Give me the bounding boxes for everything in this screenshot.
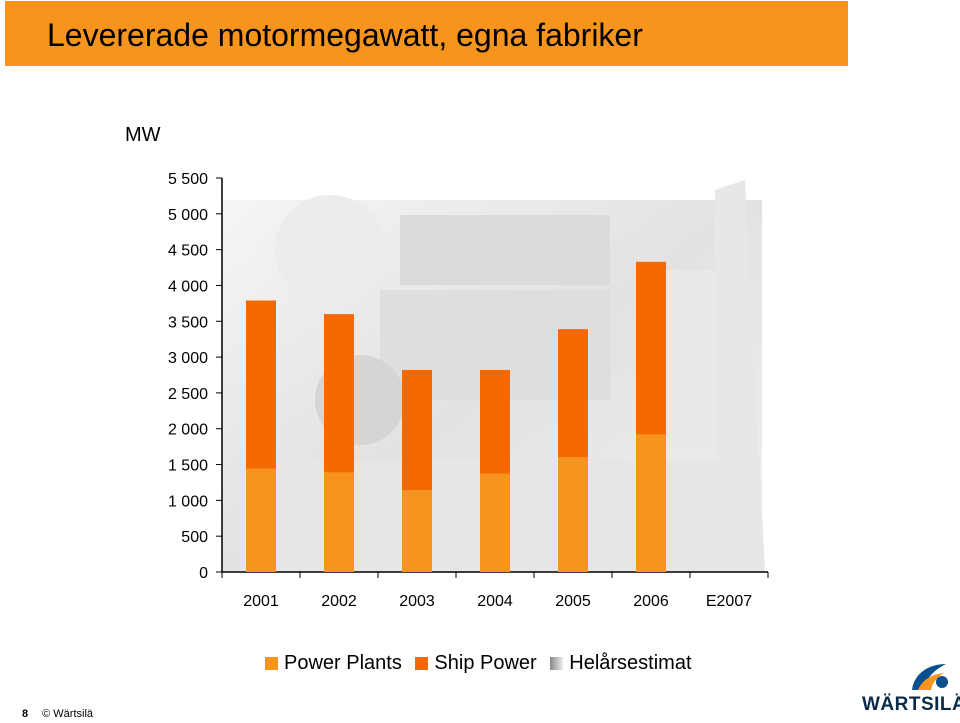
page-number: 8 <box>22 708 29 720</box>
y-tick-label: 4 000 <box>168 278 208 295</box>
bar-power-plants <box>324 472 354 572</box>
bar-ship-power <box>246 300 276 469</box>
y-tick-label: 2 000 <box>168 422 208 439</box>
y-axis-unit-label: MW <box>125 124 161 146</box>
bar-ship-power <box>480 369 510 474</box>
bar-power-plants <box>636 434 666 572</box>
legend-swatch-estimate <box>550 657 564 670</box>
y-tick-label: 1 500 <box>168 458 208 475</box>
bar-power-plants <box>480 473 510 572</box>
bar-power-plants <box>558 457 588 572</box>
legend-swatch-ship-power <box>415 657 429 670</box>
x-tick-label: 2003 <box>399 593 435 610</box>
bar-power-plants <box>402 490 432 572</box>
y-tick-label: 1 000 <box>168 493 208 510</box>
legend-item-ship-power: Ship Power <box>415 652 537 675</box>
x-tick-label: 2005 <box>555 593 591 610</box>
y-tick-label: 5 000 <box>168 207 208 224</box>
wartsila-logo-icon <box>912 664 948 690</box>
footer: 8 © Wärtsilä <box>22 708 93 720</box>
legend-item-power-plants: Power Plants <box>265 652 402 675</box>
y-tick-label: 4 500 <box>168 243 208 260</box>
legend-swatch-power-plants <box>265 657 278 670</box>
legend-label-ship-power: Ship Power <box>434 652 537 674</box>
bar-ship-power <box>558 329 588 458</box>
x-tick-label: 2002 <box>321 593 357 610</box>
x-tick-label: 2004 <box>477 593 513 610</box>
logo-wordmark: WÄRTSILÄ <box>862 694 960 715</box>
y-tick-label: 500 <box>181 529 208 546</box>
bar-ship-power <box>636 261 666 435</box>
title-bar: Levererade motormegawatt, egna fabriker <box>5 1 848 66</box>
y-tick-label: 0 <box>199 565 208 582</box>
page-title: Levererade motormegawatt, egna fabriker <box>47 17 643 53</box>
x-tick-label: 2001 <box>243 593 279 610</box>
legend-item-estimate: Helårsestimat <box>550 652 692 675</box>
copyright-text: © Wärtsilä <box>42 708 94 720</box>
bar-power-plants <box>246 468 276 572</box>
legend-label-estimate: Helårsestimat <box>569 652 692 674</box>
legend: Power Plants Ship Power Helårsestimat <box>265 652 700 675</box>
y-tick-label: 3 500 <box>168 314 208 331</box>
x-tick-label: E2007 <box>706 593 752 610</box>
legend-label-power-plants: Power Plants <box>284 652 402 674</box>
y-tick-label: 2 500 <box>168 386 208 403</box>
wartsila-logo: WÄRTSILÄ <box>862 660 960 720</box>
bar-ship-power <box>402 369 432 491</box>
y-tick-label: 5 500 <box>168 171 208 188</box>
x-tick-label: 2006 <box>633 593 669 610</box>
y-tick-label: 3 000 <box>168 350 208 367</box>
bar-ship-power <box>324 314 354 473</box>
